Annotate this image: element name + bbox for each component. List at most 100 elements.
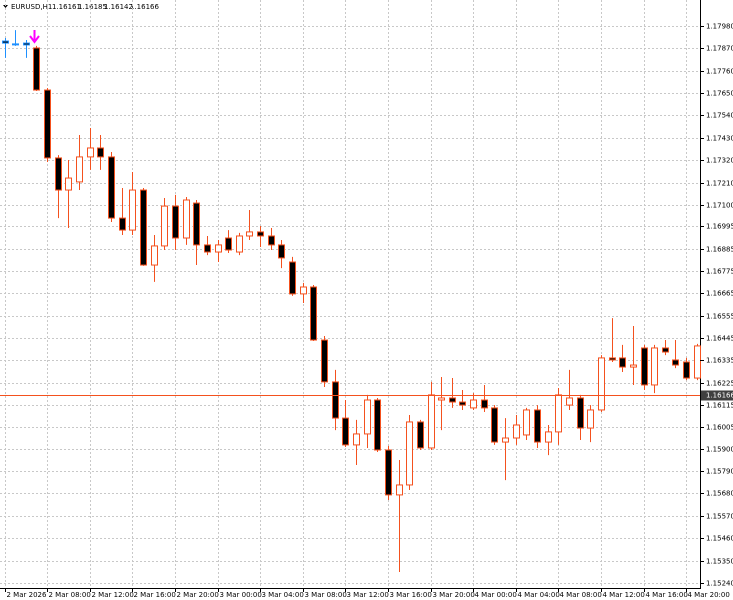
x-tick-label: 3 Mar 04:00 [262, 591, 304, 599]
candle-body [587, 409, 594, 429]
candle-body [129, 189, 136, 231]
candle-body [332, 381, 339, 419]
axes: 1.17980 1.17870 1.17760 1.17650 1.17540 1.174… [0, 23, 733, 599]
ohlc-value: 1.16142 [104, 3, 133, 11]
candle-body [630, 364, 637, 368]
candle-body [236, 235, 243, 253]
y-tick-label: 1.17650 [706, 90, 733, 98]
x-tick-label: 2 Mar 20:00 [177, 591, 219, 599]
candle-body [555, 394, 562, 433]
x-tick-label: 4 Mar 04:00 [518, 591, 560, 599]
candle-body [23, 42, 30, 46]
y-tick-label: 1.17320 [706, 157, 733, 165]
candle-body [534, 409, 541, 443]
candle-body [641, 347, 648, 386]
candle-body [65, 177, 72, 191]
x-tick-label: 3 Mar 20:00 [433, 591, 475, 599]
x-tick-label: 4 Mar 20:00 [688, 591, 730, 599]
y-tick-label: 1.17540 [706, 112, 733, 120]
candle-body [513, 424, 520, 439]
candle-body [438, 397, 445, 401]
candle-body [385, 449, 392, 496]
candle-body [119, 217, 126, 231]
y-tick-label: 1.15240 [706, 580, 733, 588]
candle-body [694, 345, 701, 379]
y-tick-label: 1.16225 [706, 380, 733, 388]
candles [2, 30, 701, 572]
candle-body [172, 205, 179, 239]
candle-body [662, 347, 669, 353]
sell-arrow [29, 30, 40, 44]
symbol-label: EURUSD,H1 [11, 3, 52, 11]
candle-body [566, 397, 573, 406]
candle-body [651, 347, 658, 386]
y-tick-label: 1.16555 [706, 313, 733, 321]
y-tick-label: 1.17210 [706, 180, 733, 188]
candle-body [215, 244, 222, 253]
y-tick-label: 1.15900 [706, 446, 733, 454]
candle-body [502, 437, 509, 443]
candle-body [417, 421, 424, 449]
y-tick-label: 1.16335 [706, 357, 733, 365]
grid [0, 0, 700, 588]
menu-triangle[interactable] [3, 5, 8, 8]
candle-body [33, 47, 40, 91]
x-tick-label: 4 Mar 08:00 [560, 591, 602, 599]
candle-body [449, 397, 456, 403]
y-tick-label: 1.17100 [706, 202, 733, 210]
y-tick-label: 1.15680 [706, 490, 733, 498]
candle-body [683, 361, 690, 379]
candle-body [87, 147, 94, 158]
candle-body [523, 409, 530, 436]
candle-body [12, 43, 19, 46]
ohlc-value: 1.16166 [130, 3, 159, 11]
ohlc-value: 1.16161 [52, 3, 81, 11]
candle-body [609, 357, 616, 361]
x-tick-label: 3 Mar 12:00 [347, 591, 389, 599]
x-tick-label: 4 Mar 16:00 [646, 591, 688, 599]
candle-body [246, 231, 253, 237]
candle-body [193, 202, 200, 246]
candle-body [353, 433, 360, 446]
candle-body [577, 397, 584, 429]
candle-body [108, 156, 115, 219]
candle-body [364, 399, 371, 435]
candle-body [374, 399, 381, 451]
candle-body [321, 339, 328, 383]
x-tick-label: 2 Mar 16:00 [134, 591, 176, 599]
x-tick-label: 2 Mar 2026 [7, 591, 47, 599]
x-tick-label: 3 Mar 16:00 [390, 591, 432, 599]
candle-body [161, 205, 168, 247]
candle-body [204, 244, 211, 253]
x-tick-label: 2 Mar 08:00 [49, 591, 91, 599]
x-tick-label: 3 Mar 08:00 [305, 591, 347, 599]
y-tick-label: 1.17760 [706, 68, 733, 76]
candle-body [2, 40, 9, 44]
y-tick-label: 1.17430 [706, 135, 733, 143]
candle-body [55, 157, 62, 191]
x-tick-label: 4 Mar 00:00 [475, 591, 517, 599]
candle-body [491, 407, 498, 443]
candle-body [396, 484, 403, 496]
y-tick-label: 1.16665 [706, 290, 733, 298]
y-tick-label: 1.15460 [706, 535, 733, 543]
candle-body [151, 245, 158, 266]
candle-body [76, 156, 83, 183]
candle-body [545, 431, 552, 443]
y-tick-label: 1.15350 [706, 558, 733, 566]
candle-body [342, 417, 349, 446]
candle-body [406, 421, 413, 486]
candle-body [598, 357, 605, 411]
ohlc-value: 1.16185 [78, 3, 107, 11]
candle-body [44, 89, 51, 159]
y-tick-label: 1.15790 [706, 468, 733, 476]
y-tick-label: 1.16775 [706, 268, 733, 276]
candle-body [470, 399, 477, 409]
candle-body [459, 401, 466, 406]
y-tick-label: 1.17870 [706, 45, 733, 53]
candle-body [300, 286, 307, 295]
current-price-box [701, 390, 733, 401]
